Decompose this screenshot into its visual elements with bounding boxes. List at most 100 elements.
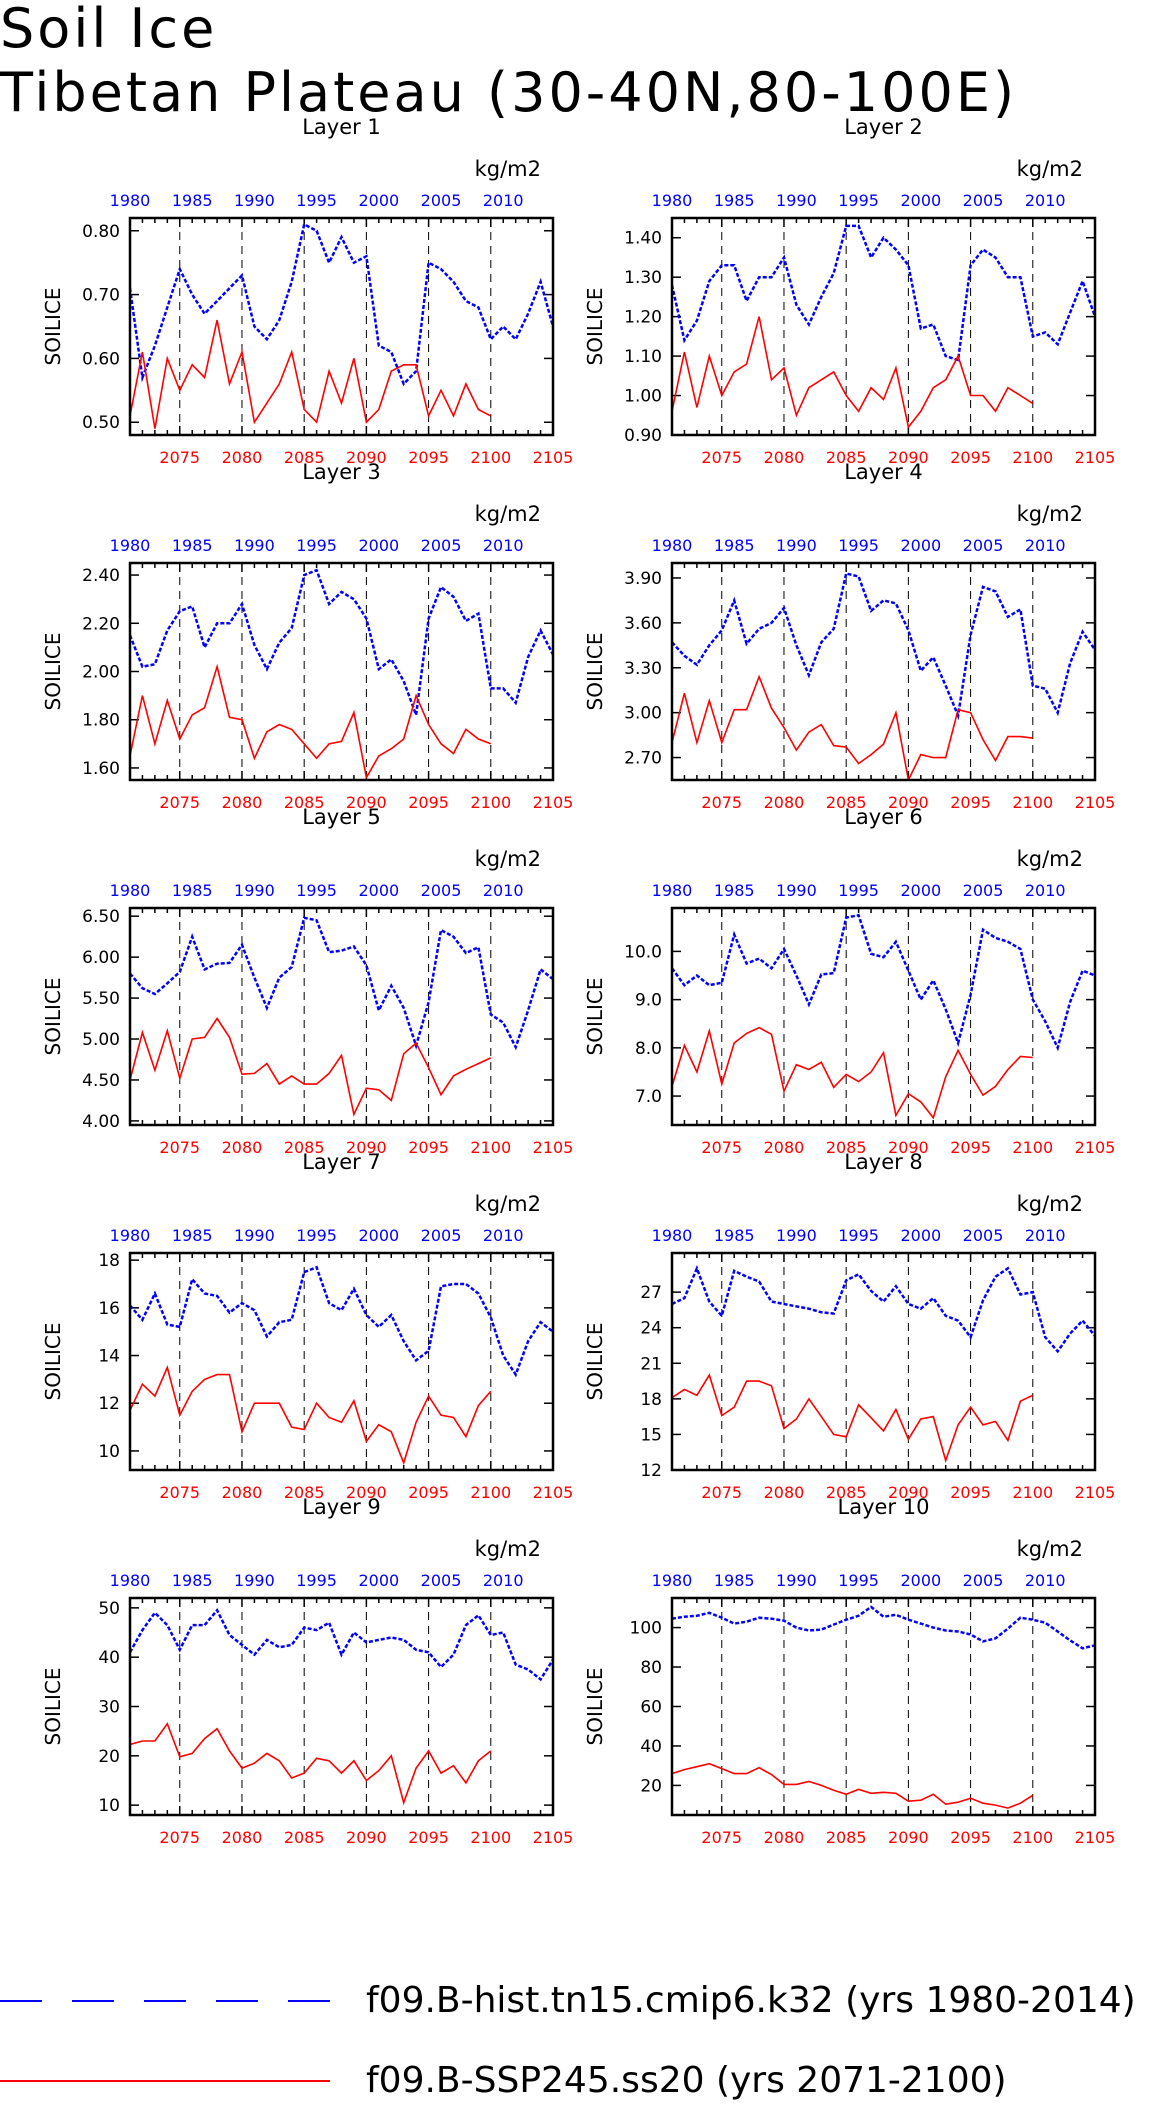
top-tick-label: 2005 xyxy=(963,881,1004,900)
bottom-tick-label: 2075 xyxy=(701,1138,742,1157)
top-tick-label: 1990 xyxy=(234,191,275,210)
units-label: kg/m2 xyxy=(475,1537,541,1561)
bottom-tick-label: 2090 xyxy=(346,1828,387,1847)
units-label: kg/m2 xyxy=(475,847,541,871)
bottom-tick-label: 2080 xyxy=(764,448,805,467)
top-tick-label: 1990 xyxy=(776,191,817,210)
bottom-tick-label: 2075 xyxy=(159,793,200,812)
y-tick-label: 80 xyxy=(640,1658,662,1678)
y-tick-label: 21 xyxy=(640,1354,662,1374)
top-tick-label: 1980 xyxy=(110,881,151,900)
top-tick-label: 1995 xyxy=(838,536,879,555)
y-tick-label: 14 xyxy=(98,1347,120,1367)
plot-frame xyxy=(128,561,555,782)
bottom-tick-label: 2100 xyxy=(1012,448,1053,467)
series-line-ssp xyxy=(130,319,492,429)
bottom-tick-label: 2085 xyxy=(826,1828,867,1847)
y-tick-label: 3.00 xyxy=(624,704,662,724)
series-line-hist xyxy=(130,1265,553,1378)
panel-layer-8: Layer 8 kg/m2 1980 1985 1990 1995 2000 2005 2010… xyxy=(583,1150,1115,1502)
top-tick-label: 2000 xyxy=(358,536,399,555)
top-tick-label: 1990 xyxy=(234,536,275,555)
units-label: kg/m2 xyxy=(1017,1192,1083,1216)
bottom-tick-label: 2085 xyxy=(826,793,867,812)
units-label: kg/m2 xyxy=(1017,502,1083,526)
y-tick-label: 0.50 xyxy=(82,413,120,433)
bottom-tick-label: 2080 xyxy=(222,1138,263,1157)
bottom-tick-label: 2095 xyxy=(950,1138,991,1157)
bottom-tick-label: 2095 xyxy=(950,1828,991,1847)
bottom-tick-label: 2095 xyxy=(950,448,991,467)
series-line-hist xyxy=(672,913,1095,1052)
units-label: kg/m2 xyxy=(1017,1537,1083,1561)
y-tick-label: 8.0 xyxy=(635,1039,662,1059)
bottom-tick-label: 2100 xyxy=(470,793,511,812)
bottom-tick-label: 2080 xyxy=(222,448,263,467)
series-line-hist xyxy=(672,224,1095,362)
top-tick-label: 1985 xyxy=(714,191,755,210)
top-tick-label: 1980 xyxy=(110,1571,151,1590)
top-tick-label: 2005 xyxy=(421,1571,462,1590)
series-line-ssp xyxy=(130,1722,492,1806)
bottom-tick-label: 2105 xyxy=(533,1138,574,1157)
series-line-ssp xyxy=(672,1373,1034,1464)
top-tick-label: 1980 xyxy=(110,191,151,210)
series-line-hist xyxy=(672,1265,1095,1354)
panel-layer-7: Layer 7 kg/m2 1980 1985 1990 1995 2000 2005 2010… xyxy=(41,1150,573,1502)
bottom-tick-label: 2095 xyxy=(408,1828,449,1847)
bottom-tick-label: 2085 xyxy=(284,1138,325,1157)
y-tick-label: 50 xyxy=(98,1599,120,1619)
top-tick-label: 1995 xyxy=(296,1226,337,1245)
y-tick-label: 4.00 xyxy=(82,1112,120,1132)
plot-frame xyxy=(670,1596,1097,1817)
series-line-hist xyxy=(130,222,553,387)
plot-frame xyxy=(670,1251,1097,1472)
top-tick-label: 1985 xyxy=(714,1571,755,1590)
y-tick-label: 6.50 xyxy=(82,907,120,927)
top-tick-label: 2005 xyxy=(963,536,1004,555)
top-tick-label: 1995 xyxy=(296,1571,337,1590)
panel-layer-6: Layer 6 kg/m2 1980 1985 1990 1995 2000 2005 2010… xyxy=(583,805,1115,1157)
bottom-tick-label: 2080 xyxy=(764,1483,805,1502)
series-line-ssp xyxy=(672,674,1033,780)
top-tick-label: 2000 xyxy=(900,1226,941,1245)
series-line-hist xyxy=(130,916,553,1051)
bottom-tick-label: 2095 xyxy=(950,1483,991,1502)
top-tick-label: 1980 xyxy=(110,536,151,555)
y-tick-label: 1.00 xyxy=(624,387,662,407)
bottom-tick-label: 2095 xyxy=(408,1483,449,1502)
series-line-ssp xyxy=(672,1762,1034,1809)
bottom-tick-label: 2075 xyxy=(159,1138,200,1157)
top-tick-label: 1990 xyxy=(776,881,817,900)
top-tick-label: 2010 xyxy=(483,536,524,555)
bottom-tick-label: 2090 xyxy=(346,1138,387,1157)
bottom-tick-label: 2100 xyxy=(470,448,511,467)
units-label: kg/m2 xyxy=(475,502,541,526)
top-tick-label: 2000 xyxy=(900,191,941,210)
y-tick-label: 20 xyxy=(640,1776,662,1796)
panel-layer-2: Layer 2 kg/m2 1980 1985 1990 1995 2000 2005 2010… xyxy=(583,115,1115,467)
top-tick-label: 1995 xyxy=(296,536,337,555)
bottom-tick-label: 2105 xyxy=(533,1483,574,1502)
top-tick-label: 1985 xyxy=(714,1226,755,1245)
y-axis-label: SOILICE xyxy=(41,633,65,711)
top-tick-label: 2005 xyxy=(421,881,462,900)
y-tick-label: 16 xyxy=(98,1299,120,1319)
series-line-ssp xyxy=(130,663,492,780)
bottom-tick-label: 2085 xyxy=(826,448,867,467)
units-label: kg/m2 xyxy=(475,157,541,181)
bottom-tick-label: 2100 xyxy=(470,1483,511,1502)
y-tick-label: 60 xyxy=(640,1698,662,1718)
bottom-tick-label: 2095 xyxy=(408,448,449,467)
bottom-tick-label: 2085 xyxy=(284,1483,325,1502)
panel-title: Layer 4 xyxy=(844,460,923,484)
series-line-ssp xyxy=(672,316,1034,429)
figure-title-line-1: Soil Ice xyxy=(0,0,218,60)
y-tick-label: 15 xyxy=(640,1425,662,1445)
bottom-tick-label: 2075 xyxy=(159,448,200,467)
top-tick-label: 2000 xyxy=(900,536,941,555)
top-tick-label: 1985 xyxy=(172,536,213,555)
y-axis-label: SOILICE xyxy=(41,288,65,366)
panel-layer-3: Layer 3 kg/m2 1980 1985 1990 1995 2000 2005 2010… xyxy=(41,460,573,812)
